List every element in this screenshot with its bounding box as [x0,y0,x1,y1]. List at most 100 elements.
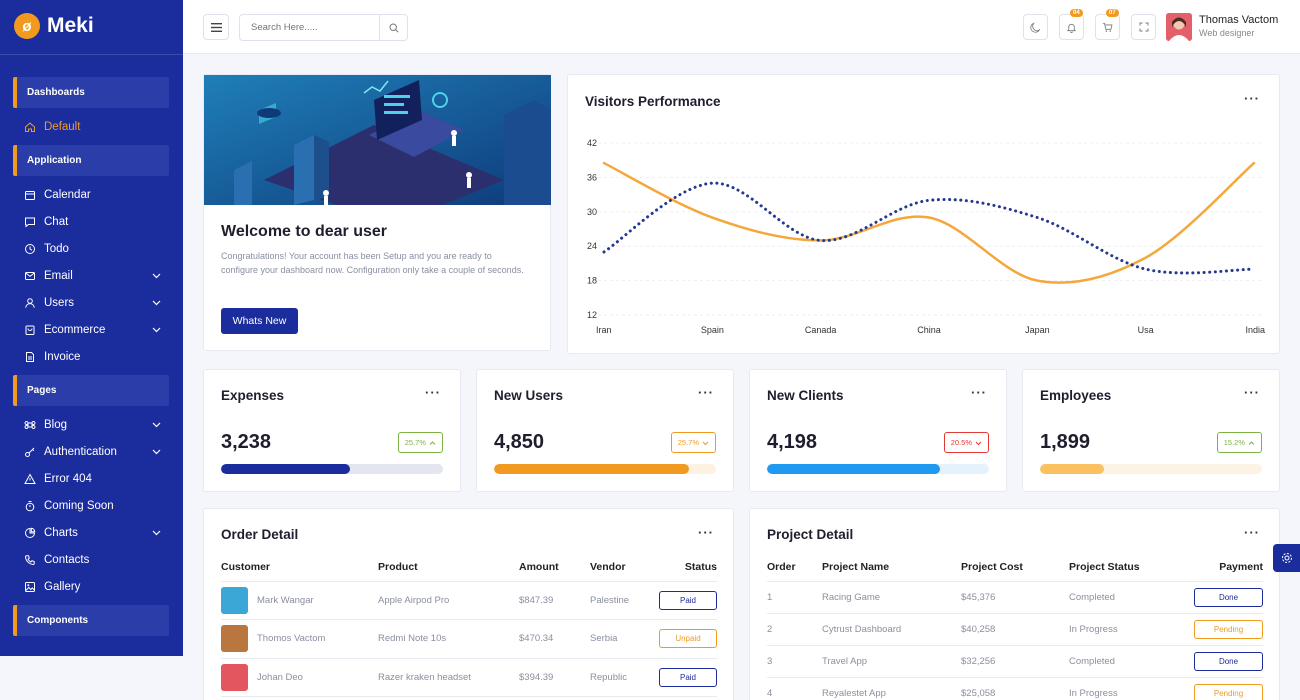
sidebar-item-users[interactable]: Users [0,289,183,316]
fullscreen-icon [1139,22,1148,32]
chevron-up-icon [1248,440,1255,445]
moon-icon [1030,21,1041,33]
payment-badge[interactable]: Pending [1194,683,1263,700]
chevron-down-icon [152,446,161,458]
table-row[interactable]: 2 Cytrust Dashboard $40,258 In Progress Pend… [767,613,1263,646]
project-name-cell: Racing Game [822,581,961,614]
user-name[interactable]: Thomas Vactom [1199,14,1279,26]
project-col-header[interactable]: Payment [1168,553,1263,582]
stat-more-icon[interactable]: ··· [698,385,714,400]
sidebar-item-label: Coming Soon [44,499,114,512]
sidebar-item-coming-soon[interactable]: Coming Soon [0,492,183,519]
brand-logo[interactable]: ø Meki [0,0,183,52]
sidebar-section-title[interactable]: Components [13,605,169,636]
whats-new-button[interactable]: Whats New [221,308,298,334]
payment-badge[interactable]: Pending [1194,619,1263,639]
stat-change-value: 25.7% [677,438,699,447]
payment-badge[interactable]: Done [1194,651,1263,671]
brand-name: Meki [47,14,94,37]
sidebar-item-blog[interactable]: Blog [0,411,183,438]
sidebar-item-ecommerce[interactable]: Ecommerce [0,316,183,343]
sidebar-item-default[interactable]: Default [0,113,183,140]
settings-tab-button[interactable] [1273,544,1300,572]
search-input[interactable] [240,15,379,40]
project-col-header[interactable]: Project Status [1069,553,1168,582]
customer-avatar [221,586,248,614]
notifications-button[interactable]: 04 [1059,9,1084,40]
chevron-down-icon [975,441,982,445]
sidebar-section-title[interactable]: Pages [13,375,169,406]
stat-progress-fill [1040,464,1105,474]
status-badge[interactable]: Paid [659,667,717,687]
stopwatch-icon [24,500,36,512]
table-row[interactable]: Mark Wangar Apple Airpod Pro $847.39 Palest… [221,581,717,620]
stat-title: Employees [1040,388,1112,403]
fullscreen-button[interactable] [1131,14,1156,40]
sidebar-item-contacts[interactable]: Contacts [0,546,183,573]
status-badge[interactable]: Unpaid [659,629,717,649]
payment-badge[interactable]: Done [1194,587,1263,607]
table-row[interactable]: Thomos Vactom Redmi Note 10s $470.34 Serbia… [221,619,717,659]
stat-value: 4,850 [494,431,545,453]
chevron-down-icon [152,527,161,539]
project-status-cell: In Progress [1069,613,1168,646]
sidebar-item-label: Ecommerce [44,323,106,336]
order-col-header[interactable]: Vendor [590,553,658,582]
sidebar-item-label: Invoice [44,350,81,363]
order-col-header[interactable]: Amount [519,553,590,582]
sidebar-item-gallery[interactable]: Gallery [0,573,183,600]
stat-value: 4,198 [767,431,818,453]
customer-cell: Johan Deo [221,658,378,697]
menu-toggle-button[interactable] [203,14,229,40]
sidebar-item-calendar[interactable]: Calendar [0,181,183,208]
sidebar-section-title[interactable]: Application [13,145,169,176]
table-row[interactable]: 1 Racing Game $45,376 Completed Done [767,581,1263,614]
pie-chart-icon [24,527,36,539]
project-col-header[interactable]: Project Name [822,553,961,582]
stat-more-icon[interactable]: ··· [425,385,441,400]
sidebar-item-error-404[interactable]: Error 404 [0,465,183,492]
project-cost-cell: $25,058 [961,677,1069,700]
product-cell: Apple Airpod Pro [378,581,519,620]
order-col-header[interactable]: Status [658,553,717,582]
order-number-cell: 1 [767,581,822,614]
order-more-icon[interactable]: ··· [698,525,714,540]
project-col-header[interactable]: Order [767,553,822,582]
table-row[interactable]: 3 Travel App $32,256 Completed Done [767,645,1263,678]
x-tick-label: India [1245,325,1265,335]
stat-more-icon[interactable]: ··· [1244,385,1260,400]
sidebar-item-charts[interactable]: Charts [0,519,183,546]
series-line-2 [602,181,1256,275]
sidebar-section-title[interactable]: Dashboards [13,77,169,108]
project-more-icon[interactable]: ··· [1244,525,1260,540]
status-badge[interactable]: Paid [659,590,717,610]
order-col-header[interactable]: Customer [221,553,378,582]
stat-change-badge: 25.7% [397,432,443,453]
table-row[interactable]: Johan Deo Razer kraken headset $394.39 Repu… [221,658,717,697]
dark-mode-button[interactable] [1023,14,1048,40]
search-box [239,14,408,41]
sidebar-item-authentication[interactable]: Authentication [0,438,183,465]
sidebar-item-todo[interactable]: Todo [0,235,183,262]
order-number-cell: 2 [767,613,822,646]
stat-card-expenses: Expenses ··· 3,238 25.7% [203,369,461,492]
y-tick-label: 36 [587,172,597,182]
sidebar-item-label: Contacts [44,553,90,566]
cart-button[interactable]: 07 [1095,9,1120,40]
project-status-cell: Completed [1069,581,1168,614]
sidebar-item-invoice[interactable]: Invoice [0,343,183,370]
sidebar-item-chat[interactable]: Chat [0,208,183,235]
stat-progress-track [767,464,989,474]
order-detail-title: Order Detail [221,527,299,542]
sidebar-item-email[interactable]: Email [0,262,183,289]
project-col-header[interactable]: Project Cost [961,553,1069,582]
user-avatar[interactable] [1166,13,1192,41]
search-button[interactable] [379,15,407,40]
warning-icon [24,472,36,485]
table-row[interactable]: 4 Reyalestet App $25,058 In Progress Pending [767,677,1263,700]
order-col-header[interactable]: Product [378,553,519,582]
stat-more-icon[interactable]: ··· [971,385,987,400]
visitors-more-icon[interactable]: ··· [1244,91,1260,106]
welcome-card: Welcome to dear user Congratulations! Yo… [203,74,551,351]
stat-change-value: 15.2% [1223,438,1245,447]
